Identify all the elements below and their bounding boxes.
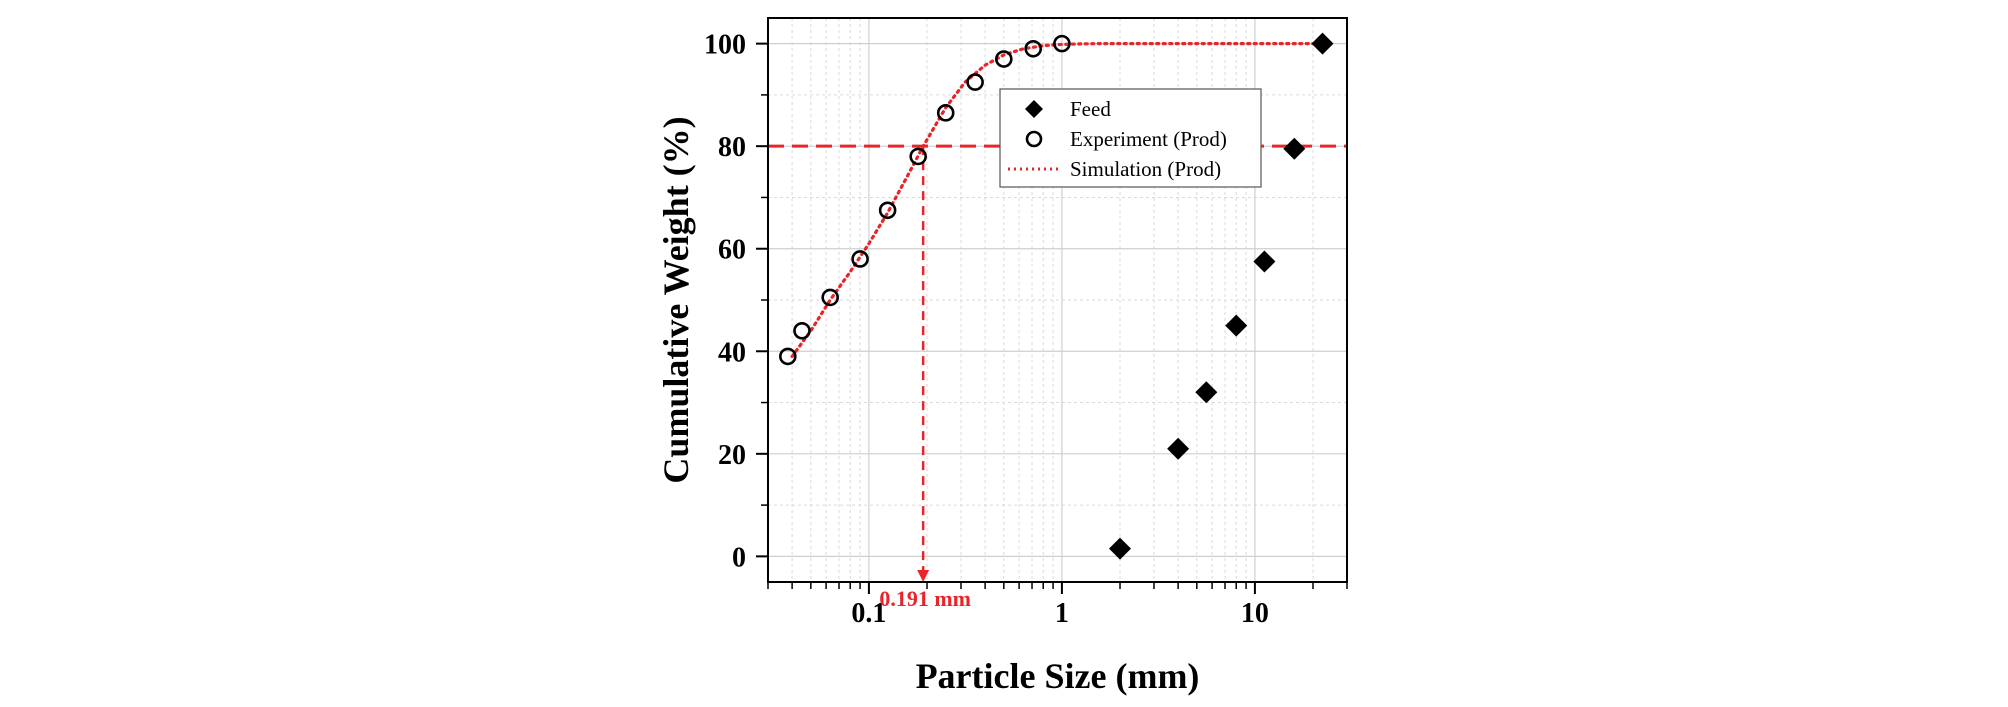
d80-arrowhead bbox=[917, 570, 930, 582]
legend-box bbox=[999, 88, 1262, 188]
feed-series bbox=[1109, 32, 1334, 560]
experiment-point bbox=[793, 321, 811, 340]
feed-point bbox=[1167, 437, 1190, 460]
x-tick-label: 1 bbox=[1055, 598, 1069, 629]
experiment-point bbox=[851, 250, 869, 268]
experiment-point bbox=[995, 50, 1013, 68]
experiment-point bbox=[1053, 34, 1071, 53]
experiment-point bbox=[936, 104, 955, 122]
feed-point bbox=[1311, 32, 1334, 55]
feed-point bbox=[1225, 314, 1248, 337]
legend-experiment-marker bbox=[1025, 130, 1043, 148]
d80-annotation-label: 0.191 mm bbox=[879, 586, 971, 611]
x-tick-label: 0.1 bbox=[851, 598, 886, 629]
experiment-point bbox=[1024, 39, 1043, 58]
feed-point bbox=[1195, 381, 1218, 404]
experiment-point bbox=[779, 347, 797, 366]
simulation-series bbox=[790, 41, 1325, 358]
x-axis-ticks: 0.1 1 10 bbox=[767, 582, 1348, 629]
feed-point bbox=[1283, 137, 1306, 160]
y-tick-label: 0 bbox=[732, 542, 746, 573]
experiment-point bbox=[821, 288, 839, 307]
experiment-series bbox=[779, 34, 1071, 366]
feed-point bbox=[1109, 537, 1132, 560]
y-tick-label: 80 bbox=[718, 132, 746, 163]
y-tick-label: 20 bbox=[718, 440, 746, 471]
legend-experiment-label: Experiment (Prod) bbox=[1070, 127, 1227, 151]
legend-feed-label: Feed bbox=[1070, 97, 1111, 121]
x-axis-title: Particle Size (mm) bbox=[916, 656, 1200, 696]
experiment-point bbox=[878, 201, 897, 220]
legend: Feed Experiment (Prod) Simulation (Prod) bbox=[999, 88, 1262, 188]
x-tick-label: 10 bbox=[1241, 598, 1269, 629]
y-tick-label: 100 bbox=[704, 30, 746, 61]
y-tick-label: 40 bbox=[718, 337, 746, 368]
experiment-point bbox=[909, 147, 927, 166]
simulation-curve bbox=[790, 41, 1325, 358]
experiment-point bbox=[966, 73, 984, 91]
annotation-lines bbox=[768, 144, 1347, 582]
y-tick-label: 60 bbox=[718, 235, 746, 266]
y-axis-ticks: 0 20 40 60 80 100 bbox=[704, 30, 768, 573]
y-axis-title: Cumulative Weight (%) bbox=[656, 116, 696, 483]
feed-point bbox=[1253, 250, 1276, 273]
legend-simulation-label: Simulation (Prod) bbox=[1070, 157, 1221, 181]
legend-feed-marker bbox=[1025, 100, 1043, 118]
